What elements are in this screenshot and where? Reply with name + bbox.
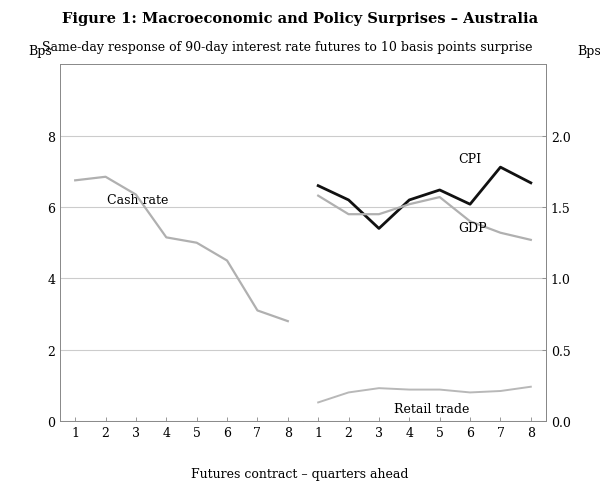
Text: GDP: GDP xyxy=(458,221,487,234)
Text: Bps: Bps xyxy=(28,45,52,58)
Text: CPI: CPI xyxy=(458,153,481,166)
Text: Same-day response of 90-day interest rate futures to 10 basis points surprise: Same-day response of 90-day interest rat… xyxy=(42,41,533,54)
Text: Futures contract – quarters ahead: Futures contract – quarters ahead xyxy=(191,467,409,480)
Text: Bps: Bps xyxy=(578,45,600,58)
Text: Retail trade: Retail trade xyxy=(394,402,470,415)
Text: Cash rate: Cash rate xyxy=(107,194,169,207)
Text: Figure 1: Macroeconomic and Policy Surprises – Australia: Figure 1: Macroeconomic and Policy Surpr… xyxy=(62,12,538,26)
